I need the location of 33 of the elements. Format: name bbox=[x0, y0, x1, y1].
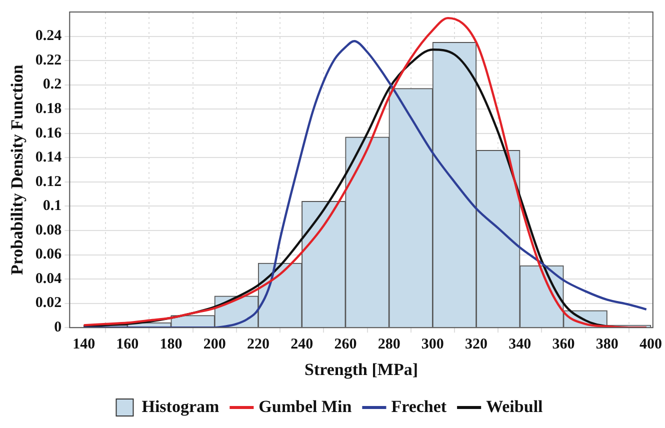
y-tick-label: 0.24 bbox=[35, 28, 62, 44]
x-tick-label: 220 bbox=[247, 336, 270, 352]
x-axis-title: Strength [MPa] bbox=[304, 360, 418, 380]
x-tick-label: 140 bbox=[72, 336, 96, 352]
x-tick-label: 240 bbox=[290, 336, 314, 352]
x-tick-label: 320 bbox=[465, 336, 488, 352]
x-tick-label: 360 bbox=[552, 336, 575, 352]
y-tick-label: 0.14 bbox=[35, 150, 62, 166]
y-tick-label: 0.18 bbox=[35, 100, 62, 117]
y-tick-label: 0.2 bbox=[42, 76, 62, 93]
y-tick-label: 0.04 bbox=[35, 270, 62, 287]
x-tick-label: 280 bbox=[378, 336, 400, 352]
y-tick-label: 0.08 bbox=[35, 222, 62, 238]
x-tick-label: 400 bbox=[639, 336, 662, 352]
y-tick-label: 0.12 bbox=[35, 174, 62, 190]
legend-label: Histogram bbox=[142, 396, 220, 416]
legend-label: Frechet bbox=[391, 396, 447, 416]
x-tick-label: 200 bbox=[203, 336, 226, 352]
x-tick-label: 180 bbox=[160, 336, 182, 352]
x-tick-label: 260 bbox=[334, 336, 357, 352]
x-tick-label: 380 bbox=[596, 336, 618, 352]
legend-label: Gumbel Min bbox=[258, 396, 352, 416]
x-tick-label: 340 bbox=[508, 336, 532, 352]
y-tick-label: 0.02 bbox=[35, 295, 62, 312]
y-tick-label: 0.16 bbox=[35, 125, 62, 142]
y-tick-label: 0.1 bbox=[42, 198, 62, 214]
y-tick-label: 0.22 bbox=[35, 52, 62, 68]
x-tick-label: 160 bbox=[116, 336, 139, 352]
legend-label: Weibull bbox=[486, 396, 544, 416]
y-axis-title: Probability Density Function bbox=[8, 64, 27, 275]
y-tick-label: 0.06 bbox=[35, 246, 62, 263]
x-tick-label: 300 bbox=[421, 336, 444, 352]
y-tick-label: 0 bbox=[54, 319, 62, 336]
